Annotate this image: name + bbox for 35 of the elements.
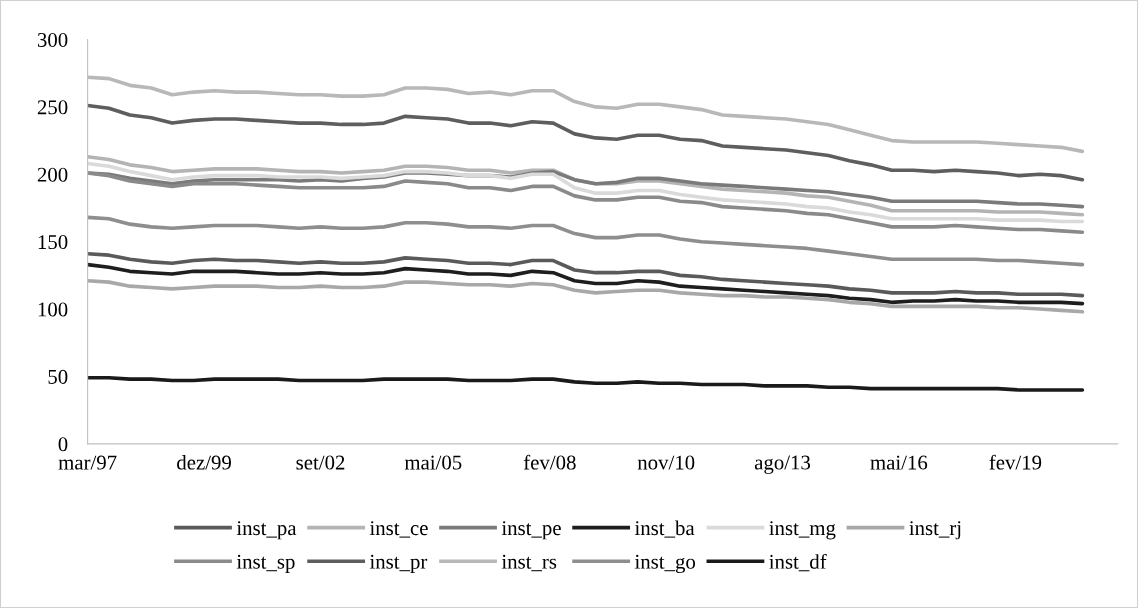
y-tick-label: 300 xyxy=(37,32,68,47)
x-tick-label: fev/08 xyxy=(523,454,576,470)
legend-label: inst_df xyxy=(769,553,827,572)
x-tick-label: mai/05 xyxy=(404,455,462,470)
line-series xyxy=(87,215,1085,267)
legend-label: inst_mg xyxy=(769,521,836,540)
x-tick-label: ago/13 xyxy=(754,455,811,474)
legend-label: inst_rs xyxy=(501,554,557,572)
x-tick-label: set/02 xyxy=(296,455,345,470)
line-series xyxy=(87,103,1085,182)
x-tick-label: mar/97 xyxy=(58,455,117,470)
line-series xyxy=(87,262,1085,306)
legend-label: inst_pe xyxy=(501,521,561,540)
x-tick-label: fev/19 xyxy=(989,454,1042,470)
legend-label: inst_pa xyxy=(236,521,297,540)
line-series xyxy=(87,161,1085,224)
legend-label: inst_ba xyxy=(634,520,695,538)
line-series xyxy=(87,278,1085,314)
legend-label: inst_pr xyxy=(369,554,428,573)
legend-label: inst_sp xyxy=(236,554,295,573)
y-tick-label: 250 xyxy=(37,100,68,115)
y-tick-label: 200 xyxy=(37,167,68,182)
y-tick-label: 100 xyxy=(38,302,68,317)
x-tick-label: mai/16 xyxy=(870,455,928,470)
y-tick-label: 50 xyxy=(48,369,68,384)
line-series xyxy=(87,171,1085,235)
legend-label: inst_go xyxy=(634,554,696,574)
x-tick-label: dez/99 xyxy=(177,454,231,470)
x-tick-label: nov/10 xyxy=(637,455,695,470)
line-series xyxy=(87,252,1085,298)
legend-label: inst_ce xyxy=(369,521,428,538)
y-tick-label: 0 xyxy=(58,437,68,452)
y-tick-label: 150 xyxy=(38,235,68,250)
legend-label: inst_rj xyxy=(909,521,961,540)
line-series xyxy=(87,375,1085,392)
